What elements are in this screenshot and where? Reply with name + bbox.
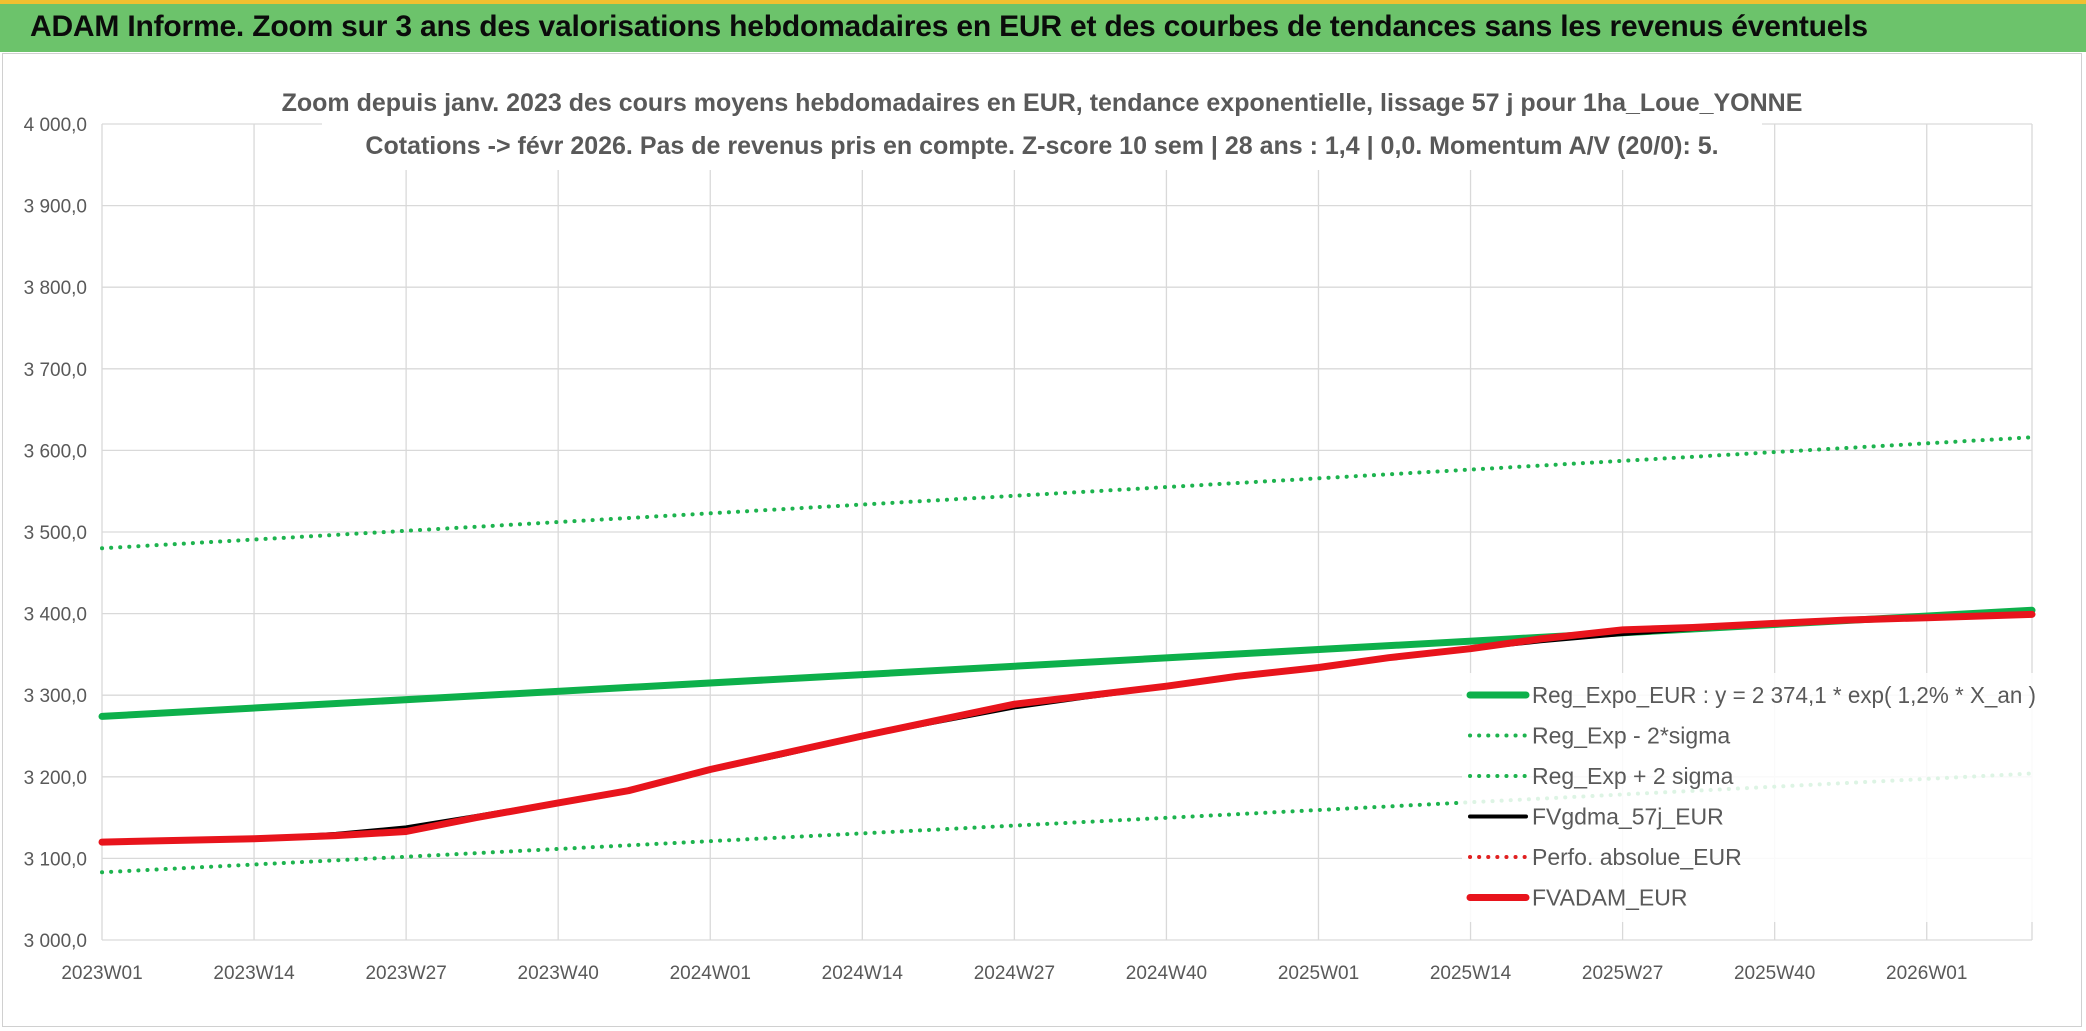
series-line-6	[98, 610, 2036, 846]
legend-entry: FVgdma_57j_EUR	[1532, 804, 1724, 830]
x-tick-label: 2024W27	[974, 963, 1055, 984]
x-tick-label: 2025W27	[1582, 963, 1663, 984]
x-tick-label: 2023W14	[213, 963, 295, 984]
x-tick-label: 2023W27	[365, 963, 446, 984]
title-background	[322, 80, 1762, 170]
legend-entry: Reg_Expo_EUR : y = 2 374,1 * exp( 1,2% *…	[1532, 682, 2036, 708]
y-tick-label: 3 100,0	[24, 849, 87, 870]
chart-titles: Zoom depuis janv. 2023 des cours moyens …	[282, 80, 1803, 170]
legend-entry: Reg_Exp + 2 sigma	[1532, 763, 1734, 789]
y-tick-label: 4 000,0	[24, 115, 87, 136]
legend-background	[1462, 673, 2042, 922]
x-tick-label: 2025W01	[1278, 963, 1359, 984]
x-tick-label: 2024W40	[1126, 963, 1207, 984]
y-tick-label: 3 400,0	[24, 605, 87, 626]
y-tick-label: 3 500,0	[24, 523, 87, 544]
legend-entry: Reg_Exp - 2*sigma	[1532, 723, 1730, 749]
y-tick-label: 3 600,0	[24, 441, 87, 462]
x-tick-label: 2025W14	[1430, 963, 1512, 984]
axes: 3 000,0 3 100,0 3 200,0 3 300,0 3 400,0 3 500…	[24, 115, 1968, 984]
x-tick-label: 2026W01	[1886, 963, 1967, 984]
legend-entry: Perfo. absolue_EUR	[1532, 844, 1742, 870]
x-tick-label: 2024W01	[670, 963, 751, 984]
chart-subtitle: Cotations -> févr 2026. Pas de revenus p…	[365, 132, 1718, 160]
report-title: ADAM Informe. Zoom sur 3 ans des valoris…	[30, 10, 1868, 43]
y-tick-label: 3 300,0	[24, 686, 87, 707]
legend: Reg_Expo_EUR : y = 2 374,1 * exp( 1,2% *…	[1462, 673, 2042, 922]
y-tick-label: 3 900,0	[24, 197, 87, 218]
report-banner: ADAM Informe. Zoom sur 3 ans des valoris…	[0, 0, 2086, 52]
chart-title: Zoom depuis janv. 2023 des cours moyens …	[282, 89, 1803, 117]
y-tick-label: 3 000,0	[24, 931, 87, 952]
y-tick-label: 3 700,0	[24, 360, 87, 381]
x-tick-label: 2023W01	[61, 963, 142, 984]
series-line-3	[100, 435, 2034, 551]
legend-entry: FVADAM_EUR	[1532, 885, 1688, 911]
chart-frame	[2, 53, 2082, 1027]
y-tick-label: 3 200,0	[24, 768, 87, 789]
x-tick-label: 2024W14	[822, 963, 904, 984]
x-tick-label: 2023W40	[518, 963, 599, 984]
y-tick-label: 3 800,0	[24, 278, 87, 299]
x-tick-label: 2025W40	[1734, 963, 1815, 984]
